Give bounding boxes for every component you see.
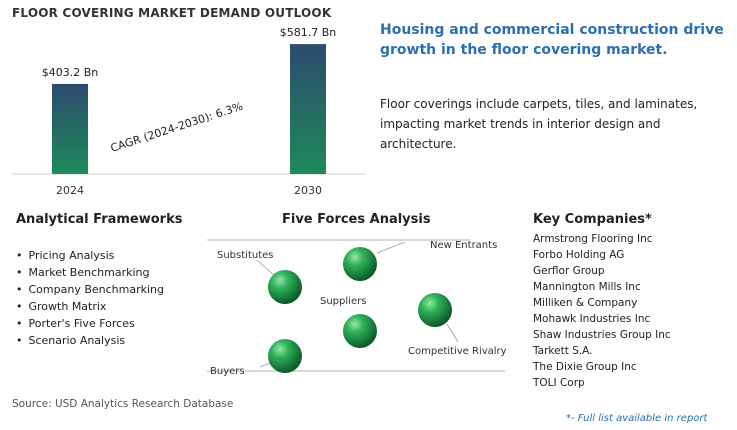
connector-line <box>376 241 406 254</box>
new-entrants-sphere <box>343 247 377 281</box>
bar-2024 <box>52 83 88 174</box>
x-tick-label: 2024 <box>56 184 84 197</box>
list-item: Milliken & Company <box>533 297 638 309</box>
list-item: Growth Matrix <box>16 298 164 315</box>
connector-line <box>446 323 459 343</box>
competitive-rivalry-label: Competitive Rivalry <box>408 346 507 357</box>
list-item: Market Benchmarking <box>16 264 164 281</box>
source-note: Source: USD Analytics Research Database <box>12 398 234 410</box>
new-entrants-label: New Entrants <box>430 240 497 251</box>
frameworks-list: Pricing Analysis Market Benchmarking Com… <box>16 247 165 349</box>
suppliers-sphere <box>343 314 377 348</box>
suppliers-label: Suppliers <box>320 296 366 307</box>
page-title: FLOOR COVERING MARKET DEMAND OUTLOOK <box>12 6 332 20</box>
frameworks-title: Analytical Frameworks <box>16 212 183 227</box>
data-label: $403.2 Bn <box>42 66 99 79</box>
list-item: Pricing Analysis <box>16 247 164 264</box>
list-item: Porter's Five Forces <box>16 315 164 332</box>
five-forces-title: Five Forces Analysis <box>282 212 431 227</box>
x-tick-label: 2030 <box>294 184 322 197</box>
list-item: TOLI Corp <box>533 377 585 389</box>
cagr-annotation: CAGR (2024-2030): 6.3% <box>109 100 245 155</box>
competitive-rivalry-sphere <box>418 293 452 327</box>
list-item: Forbo Holding AG <box>533 249 625 261</box>
list-item: Mannington Mills Inc <box>533 281 641 293</box>
bar-2030 <box>290 44 326 174</box>
substitutes-label: Substitutes <box>217 250 273 261</box>
list-item: Company Benchmarking <box>16 281 165 298</box>
substitutes-sphere <box>268 270 302 304</box>
list-item: Armstrong Flooring Inc <box>533 233 653 245</box>
list-item: The Dixie Group Inc <box>533 361 637 373</box>
key-companies-title: Key Companies* <box>533 212 652 227</box>
market-bar-chart: $403.2 Bn 2024 $581.7 Bn 2030 CAGR (2024-20… <box>12 26 365 197</box>
buyers-sphere <box>268 339 302 373</box>
list-item: Mohawk Industries Inc <box>533 313 651 325</box>
list-item: Gerflor Group <box>533 265 605 277</box>
list-item: Scenario Analysis <box>16 332 164 349</box>
market-description: Floor coverings include carpets, tiles, … <box>380 97 698 151</box>
data-label: $581.7 Bn <box>280 26 337 39</box>
buyers-label: Buyers <box>210 366 245 377</box>
key-companies-list: Armstrong Flooring Inc Forbo Holding AG … <box>533 231 671 391</box>
full-list-footnote: *- Full list available in report <box>566 413 708 424</box>
list-item: Tarkett S.A. <box>533 345 593 357</box>
five-forces-diagram: Substitutes New Entrants Suppliers Compe… <box>207 239 507 377</box>
list-item: Shaw Industries Group Inc <box>533 329 671 341</box>
headline: Housing and commercial construction driv… <box>380 22 724 58</box>
